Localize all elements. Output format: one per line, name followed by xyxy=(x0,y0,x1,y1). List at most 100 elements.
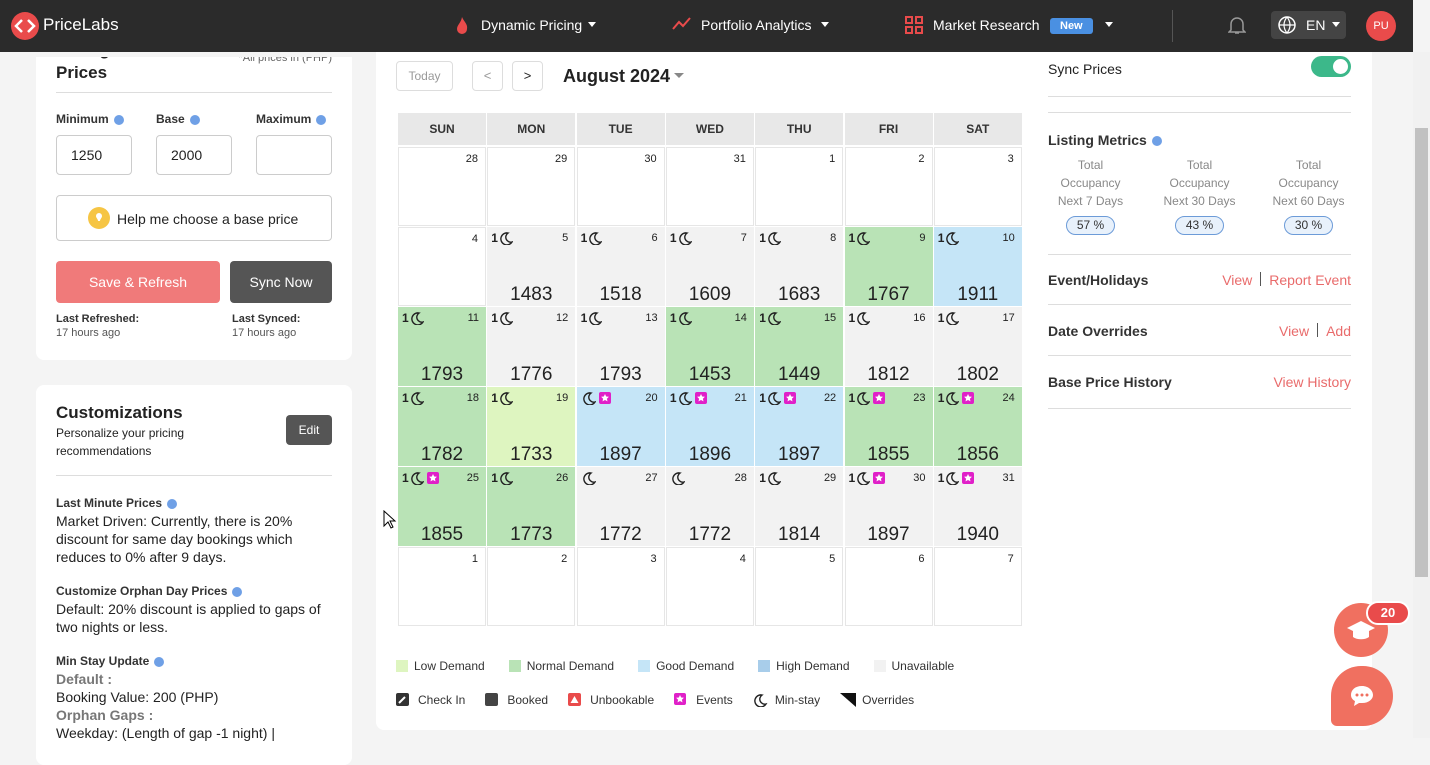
label: Last Synced: xyxy=(232,313,301,325)
row-links: View Report Event xyxy=(1222,272,1351,288)
min-stay: 1 xyxy=(402,311,424,325)
day-cell[interactable]: 26 1773 1 xyxy=(487,467,576,546)
day-cell[interactable]: 10 1911 1 xyxy=(933,227,1022,306)
chat-button[interactable] xyxy=(1331,666,1393,726)
link[interactable]: View History xyxy=(1273,374,1351,390)
input[interactable] xyxy=(256,135,332,175)
help-text: Help me choose a base price xyxy=(117,211,299,227)
sync-button[interactable]: Sync Now xyxy=(230,261,332,303)
legend-icon xyxy=(754,694,768,707)
day-cell[interactable]: 31 xyxy=(665,147,754,226)
link[interactable]: View xyxy=(1222,272,1253,288)
day-cell[interactable]: 2 xyxy=(844,147,933,226)
bell[interactable] xyxy=(1228,15,1246,35)
avatar[interactable]: PU xyxy=(1366,11,1396,41)
min-stay xyxy=(670,471,685,485)
min-stay xyxy=(581,471,596,485)
day-cell[interactable]: 24 1856 1 xyxy=(933,387,1022,466)
swatch xyxy=(508,660,521,672)
moon-icon xyxy=(589,312,603,325)
day-cell[interactable]: 29 1814 1 xyxy=(755,467,844,546)
day-cell[interactable]: 15 1449 1 xyxy=(755,307,844,386)
nav-item[interactable]: Market Research xyxy=(933,17,1040,33)
day-cell[interactable]: 3 xyxy=(576,547,665,626)
price: 1483 xyxy=(510,284,553,305)
save-button[interactable]: Save & Refresh xyxy=(56,261,220,303)
today-button[interactable]: Today xyxy=(396,61,453,91)
day-cell[interactable]: 17 1802 1 xyxy=(933,307,1022,386)
day-cell[interactable]: 6 1518 1 xyxy=(576,227,665,306)
day-cell[interactable]: 7 xyxy=(933,547,1022,626)
day-cell[interactable]: 29 xyxy=(487,147,576,226)
row-links: View History xyxy=(1273,374,1351,390)
day-cell[interactable]: 25 1855 1 xyxy=(398,467,486,546)
day-cell[interactable]: 14 1453 1 xyxy=(665,307,754,386)
min-stay-value: 1 xyxy=(491,391,498,405)
day-cell[interactable]: 8 1683 1 xyxy=(755,227,844,306)
day-cell[interactable]: 30 1897 1 xyxy=(844,467,933,546)
link[interactable]: Add xyxy=(1326,323,1351,339)
day-cell[interactable]: 3 xyxy=(933,147,1022,226)
legend-label: Booked xyxy=(507,693,549,707)
min-stay: 1 xyxy=(849,391,886,405)
scrollbar[interactable] xyxy=(1413,52,1430,738)
help-button[interactable] xyxy=(56,195,332,241)
day-cell[interactable]: 19 1733 1 xyxy=(487,387,576,466)
day-cell[interactable]: 5 1483 1 xyxy=(487,227,576,306)
day-cell[interactable]: 30 xyxy=(576,147,665,226)
input[interactable]: 2000 xyxy=(156,135,232,175)
info-icon xyxy=(113,114,124,125)
nav-item[interactable]: Dynamic Pricing xyxy=(481,17,583,33)
price: 1772 xyxy=(599,524,642,545)
prev-button[interactable]: < xyxy=(472,61,503,91)
link[interactable]: Report Event xyxy=(1269,272,1351,288)
link[interactable]: View xyxy=(1278,323,1310,339)
min-stay-value: 1 xyxy=(937,311,945,325)
price: 1911 xyxy=(957,284,999,305)
min-stay: 1 xyxy=(581,311,603,325)
moon-icon xyxy=(500,472,513,485)
field-label: Minimum xyxy=(56,112,124,126)
day-cell[interactable]: 12 1776 1 xyxy=(487,307,576,386)
day-cell[interactable]: 23 1855 1 xyxy=(844,387,933,466)
input[interactable]: 1250 xyxy=(56,135,132,175)
legend-label: Min-stay xyxy=(774,693,821,707)
day-cell[interactable]: 7 1609 1 xyxy=(665,227,754,306)
day-number: 6 xyxy=(918,553,925,565)
spacer xyxy=(56,742,332,758)
min-stay: 1 xyxy=(938,471,975,485)
day-cell[interactable]: 18 1782 1 xyxy=(398,387,486,466)
day-cell[interactable]: 28 1772 xyxy=(665,467,754,546)
month[interactable]: August 2024 xyxy=(563,66,671,86)
day-cell[interactable]: 27 1772 xyxy=(576,467,665,546)
day-cell[interactable]: 9 1767 1 xyxy=(844,227,933,306)
day-cell[interactable]: 6 xyxy=(844,547,933,626)
metric-label: Next 7 Days xyxy=(1057,194,1124,208)
day-cell[interactable]: 4 xyxy=(665,547,754,626)
price: 1812 xyxy=(867,364,910,385)
price: 1856 xyxy=(956,444,999,465)
day-cell[interactable]: 11 1793 1 xyxy=(398,307,486,386)
day-cell[interactable]: 22 1897 1 xyxy=(755,387,844,466)
day-cell[interactable]: 1 xyxy=(755,147,844,226)
day-number: 1 xyxy=(471,553,478,565)
day-cell[interactable]: 16 1812 1 xyxy=(844,307,933,386)
day-number: 25 xyxy=(466,472,479,484)
nav-item[interactable]: Portfolio Analytics xyxy=(701,17,812,33)
day-cell[interactable]: 13 1793 1 xyxy=(576,307,665,386)
day-cell[interactable]: 28 xyxy=(398,147,486,226)
toggle[interactable] xyxy=(1311,56,1351,77)
legend-icon xyxy=(568,693,582,706)
next-button[interactable]: > xyxy=(512,61,543,91)
day-cell[interactable]: 20 1897 xyxy=(576,387,665,466)
min-stay: 1 xyxy=(938,391,975,405)
day-cell[interactable]: 31 1940 1 xyxy=(933,467,1022,546)
edit-button[interactable]: Edit xyxy=(286,415,332,445)
day-cell[interactable]: 1 xyxy=(398,547,486,626)
section-title: Customize Orphan Day Prices xyxy=(56,582,332,600)
info-icon xyxy=(232,586,243,597)
day-cell[interactable]: 21 1896 1 xyxy=(665,387,754,466)
day-cell[interactable]: 2 xyxy=(487,547,576,626)
day-cell[interactable]: 4 xyxy=(398,227,486,306)
day-cell[interactable]: 5 xyxy=(755,547,844,626)
